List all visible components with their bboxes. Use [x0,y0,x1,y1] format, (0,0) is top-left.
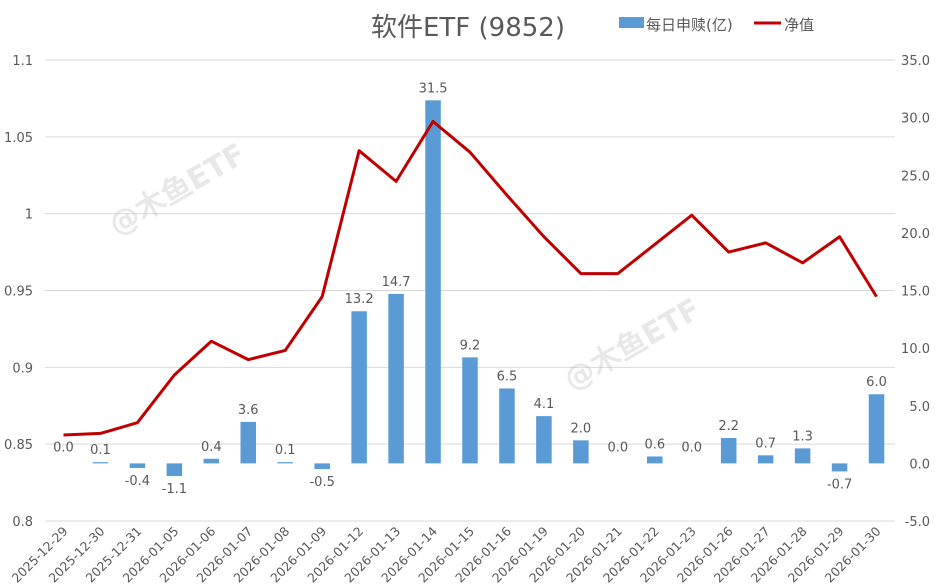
bar [499,388,515,464]
legend-label-line: 净值 [784,16,814,34]
left-axis-tick-label: 1 [25,208,33,223]
bar-data-label: 0.6 [644,437,665,452]
left-axis-tick-label: 0.8 [12,515,33,530]
right-axis-tick-label: 5.0 [909,400,930,415]
bar-data-label: 1.3 [792,429,813,444]
bar [277,462,293,464]
bar-data-label: 4.1 [534,397,555,412]
right-axis-tick-label: 10.0 [901,342,930,357]
bar [720,438,737,464]
left-axis-tick-label: 1.05 [4,131,33,146]
legend: 每日申赎(亿) 净值 [619,16,814,34]
bar-data-label: 31.5 [419,81,448,96]
bar [314,463,330,470]
left-axis-tick-label: 0.9 [12,361,33,376]
bar [92,462,109,464]
right-axis-tick-label: 20.0 [901,227,930,242]
bar-data-label: 6.5 [497,369,518,384]
left-axis-tick-label: 1.1 [12,54,33,69]
bar-data-label: -1.1 [162,482,187,497]
bar [462,357,478,464]
bar [573,440,589,464]
bar-data-label: 0.0 [681,440,702,455]
bar-data-label: 2.0 [571,421,592,436]
bar [240,421,257,464]
right-axis-tick-label: 30.0 [901,112,930,127]
bar-data-label: 0.1 [90,443,111,458]
right-axis-tick-label: 15.0 [901,285,930,300]
bar [757,455,774,464]
bar [129,463,146,468]
bar-data-label: 9.2 [460,338,481,353]
bar [351,311,367,464]
right-axis-tick-label: 25.0 [901,169,930,184]
right-axis-tick-label: 0.0 [909,457,930,472]
chart-title: 软件ETF (9852) [371,13,565,43]
right-axis-tick-label: -5.0 [905,515,930,530]
bar [794,448,811,464]
bar-data-label: -0.4 [125,474,150,489]
bar-data-label: 2.2 [718,419,739,434]
left-axis-tick-label: 0.85 [4,438,33,453]
bar [203,458,220,464]
bar [536,416,552,464]
legend-swatch-bar [619,17,644,28]
bar-data-label: 0.7 [755,436,776,451]
legend-label-bar: 每日申赎(亿) [646,16,733,34]
left-axis-tick-label: 0.95 [4,285,33,300]
bar [166,463,183,477]
right-axis-tick-label: 35.0 [901,54,930,69]
bar-data-label: 6.0 [866,375,887,390]
bar [647,456,663,464]
bar-data-label: 0.1 [275,443,296,458]
bar-data-label: 0.0 [607,440,628,455]
bar-data-label: -0.5 [309,475,334,490]
bar-data-label: 13.2 [345,292,374,307]
bar-data-label: 0.4 [201,440,222,455]
bar [425,100,441,464]
bar-data-label: 3.6 [238,403,259,418]
bar [868,394,885,464]
bar-data-label: 0.0 [53,440,74,455]
bar [388,293,404,464]
bar-data-label: 14.7 [382,275,411,290]
bar [831,463,848,472]
bar-data-label: -0.7 [827,477,852,492]
